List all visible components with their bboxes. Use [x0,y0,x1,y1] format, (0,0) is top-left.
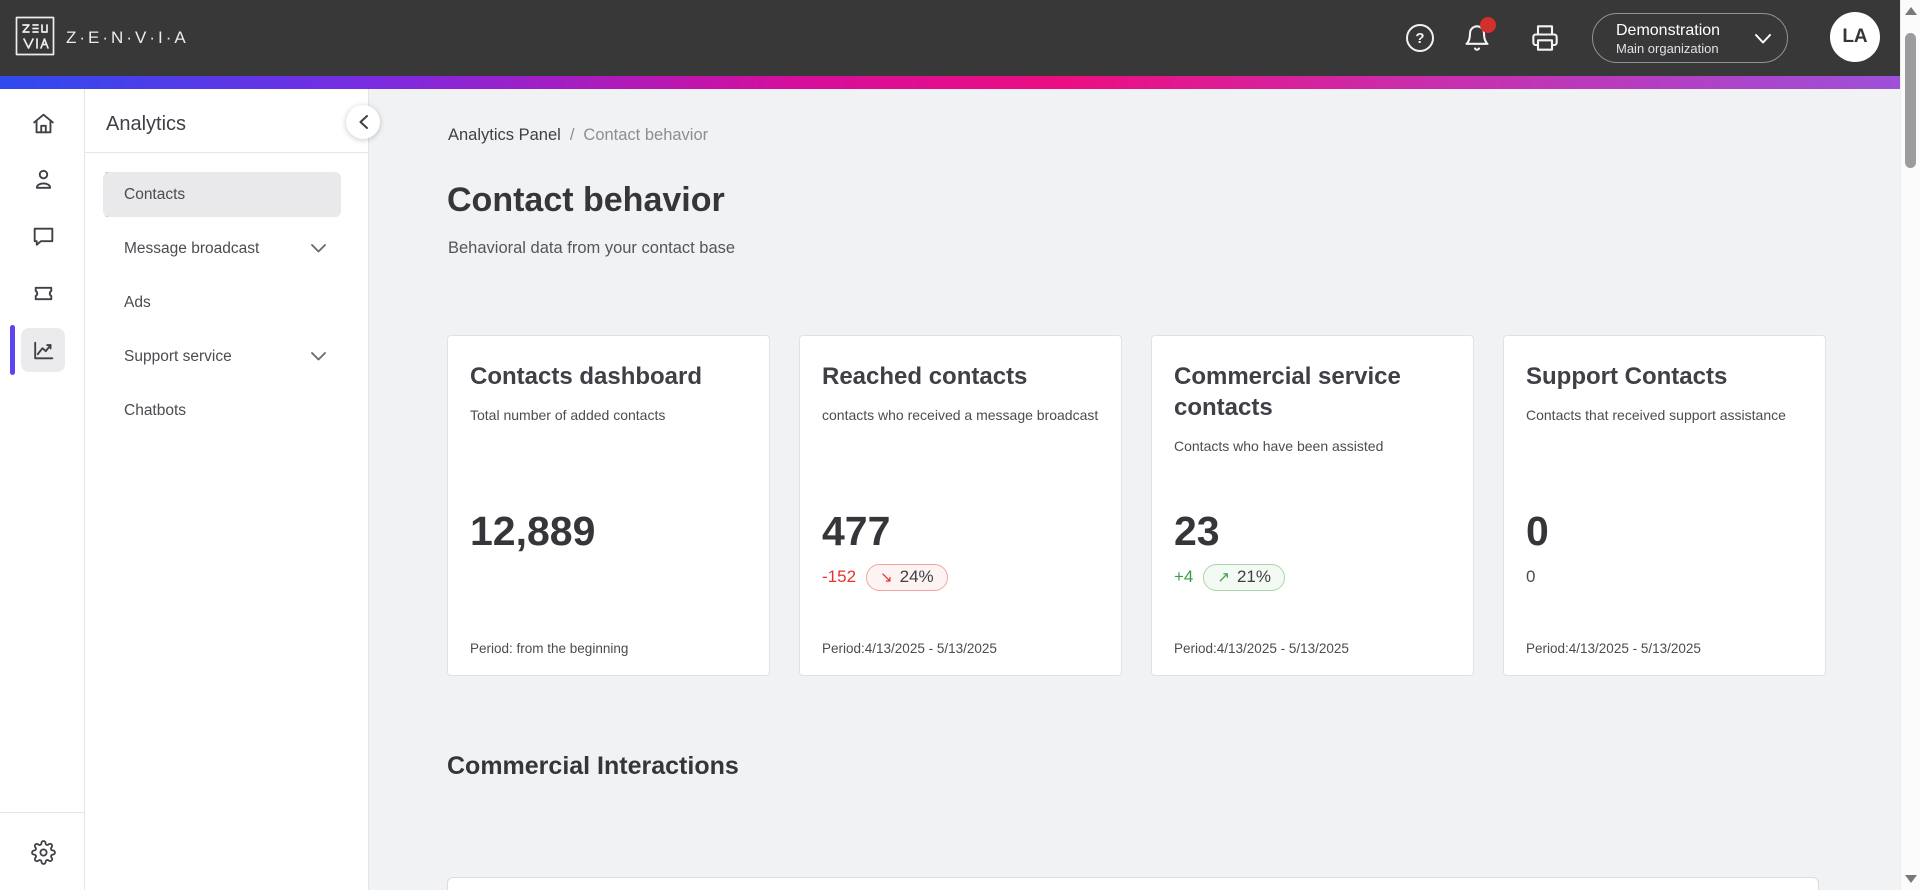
card-commercial-service-contacts: Commercial service contacts Contacts who… [1151,335,1474,676]
printer-icon [1532,25,1558,51]
chevron-down-icon [311,244,326,253]
menu-item-contacts[interactable]: Contacts [103,172,341,217]
menu-item-ads[interactable]: Ads [103,280,341,325]
icon-rail [0,89,85,890]
card-description: Contacts who have been assisted [1174,438,1384,454]
trend-percent: 21% [1236,566,1271,586]
analytics-panel: Analytics Contacts Message broadcast Ads… [85,89,380,890]
scrollbar-thumb[interactable] [1905,33,1916,168]
card-period: Period:4/13/2025 - 5/13/2025 [1174,641,1349,656]
kpi-cards-row: Contacts dashboard Total number of added… [447,335,1826,676]
delta-value: 0 [1526,567,1536,586]
card-description: Total number of added contacts [470,407,666,423]
chevron-down-icon [311,352,326,361]
card-title: Support Contacts [1526,363,1728,390]
card-delta-row: 0 [1526,562,1535,592]
organization-switcher[interactable]: Demonstration Main organization [1592,13,1788,63]
page-scrollbar[interactable] [1900,0,1920,890]
bell-icon [1465,25,1489,51]
rail-active-indicator [10,325,15,375]
home-icon [32,113,54,133]
delta-value: -152 [822,567,857,586]
card-reached-contacts: Reached contacts contacts who received a… [799,335,1122,676]
breadcrumb: Analytics Panel / Contact behavior [448,126,708,145]
menu-item-support-service[interactable]: Support service [103,334,341,379]
topbar: Z·E·N·V·I·A ? Demonstration Main organiz… [0,0,1900,76]
notifications-button[interactable] [1454,0,1500,76]
card-value: 23 [1174,508,1220,554]
person-icon [35,169,51,189]
card-period: Period:4/13/2025 - 5/13/2025 [822,641,997,656]
organization-name: Demonstration [1616,22,1721,39]
sidebar-item-analytics[interactable] [21,328,65,372]
trend-down-icon: ↘ [880,568,893,586]
ticket-icon [34,286,52,300]
trend-badge: ↗ 21% [1203,563,1285,591]
chevron-left-icon [359,115,368,129]
gear-icon [30,839,56,865]
menu-item-label: Chatbots [124,401,187,419]
page-title: Contact behavior [447,181,725,219]
menu-item-label: Contacts [124,185,186,203]
breadcrumb-current: Contact behavior [583,126,709,144]
card-value: 0 [1526,508,1549,554]
card-delta-row: -152 ↘ 24% [822,562,948,592]
section-title-commercial-interactions: Commercial Interactions [447,752,739,780]
card-period: Period: from the beginning [470,641,629,656]
chat-bubble-icon [33,227,53,246]
card-title: Commercial service contacts [1174,363,1401,421]
menu-item-message-broadcast[interactable]: Message broadcast [103,226,341,271]
commercial-interactions-card [447,877,1819,890]
card-contacts-dashboard: Contacts dashboard Total number of added… [447,335,770,676]
sidebar-item-home[interactable] [21,101,65,145]
rail-divider [0,812,84,813]
scroll-down-arrow-icon[interactable] [1905,875,1917,883]
trend-percent: 24% [899,566,934,586]
card-description: Contacts that received support assistanc… [1526,407,1786,423]
card-description: contacts who received a message broadcas… [822,407,1099,423]
panel-divider [85,152,368,153]
card-value: 12,889 [470,508,596,554]
user-avatar[interactable]: LA [1830,12,1880,62]
print-button[interactable] [1522,0,1568,76]
scroll-up-arrow-icon[interactable] [1905,7,1917,15]
sidebar-item-settings[interactable] [21,830,65,874]
brand-gradient-bar [0,76,1900,89]
zenvia-logo-icon[interactable] [15,16,55,56]
brand-wordmark: Z·E·N·V·I·A [66,28,189,47]
card-support-contacts: Support Contacts Contacts that received … [1503,335,1826,676]
menu-item-label: Support service [124,347,232,365]
chevron-down-icon [1755,34,1771,44]
notification-badge [1480,17,1496,33]
sidebar-item-conversations[interactable] [21,214,65,258]
main-content: Analytics Panel / Contact behavior Conta… [369,89,1900,890]
panel-title: Analytics [106,113,187,135]
card-period: Period:4/13/2025 - 5/13/2025 [1526,641,1701,656]
line-chart-icon [33,341,53,359]
sidebar-item-tickets[interactable] [21,271,65,315]
page-subtitle: Behavioral data from your contact base [448,239,736,257]
trend-up-icon: ↗ [1217,568,1230,586]
breadcrumb-analytics-panel[interactable]: Analytics Panel [448,126,561,144]
menu-item-label: Ads [124,293,151,311]
delta-value: +4 [1174,567,1194,586]
collapse-panel-button[interactable] [346,105,380,139]
card-title: Reached contacts [822,363,1028,390]
breadcrumb-separator: / [569,126,575,144]
help-icon: ? [1406,24,1434,52]
menu-item-chatbots[interactable]: Chatbots [103,388,341,433]
sidebar-item-contacts[interactable] [21,157,65,201]
trend-badge: ↘ 24% [866,563,948,591]
card-title: Contacts dashboard [470,363,703,390]
menu-item-label: Message broadcast [124,239,260,257]
organization-sub-label: Main organization [1616,41,1719,56]
help-button[interactable]: ? [1397,0,1443,76]
card-value: 477 [822,508,891,554]
card-delta-row: +4 ↗ 21% [1174,562,1285,592]
